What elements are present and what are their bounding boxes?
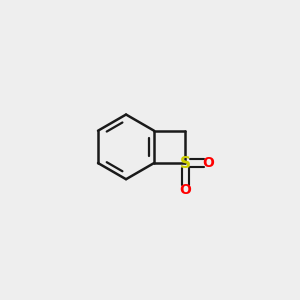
Text: O: O bbox=[202, 156, 214, 170]
Text: O: O bbox=[179, 183, 191, 196]
Text: S: S bbox=[180, 155, 191, 170]
